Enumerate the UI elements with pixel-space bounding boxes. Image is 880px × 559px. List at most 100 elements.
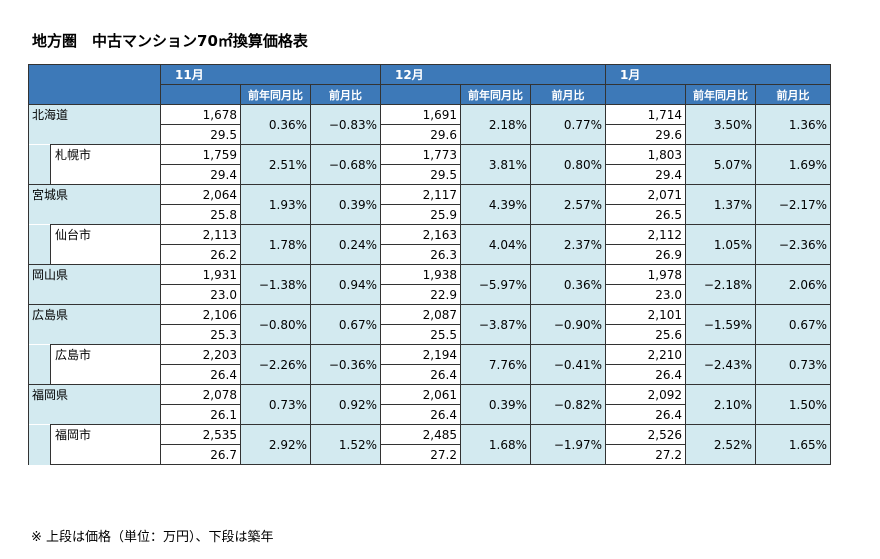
- yoy-cell: 5.07%: [685, 144, 756, 185]
- yoy-cell: −3.87%: [460, 304, 531, 345]
- yoy-cell: 1.05%: [685, 224, 756, 265]
- pref-row-age: 25.8 25.9 26.5: [29, 204, 831, 225]
- age-cell: 25.6: [605, 324, 686, 345]
- yoy-cell: 1.93%: [240, 184, 311, 225]
- pref-row-age: 25.3 25.5 25.6: [29, 324, 831, 345]
- pref-row-price: 広島県 2,106 −0.80% 0.67% 2,087 −3.87% −0.90% 2,10…: [28, 304, 831, 345]
- mom-cell: −0.68%: [310, 144, 381, 185]
- price-cell: 2,203: [160, 344, 241, 365]
- price-cell: 2,087: [380, 304, 461, 325]
- mom-cell: −0.83%: [310, 104, 381, 145]
- price-cell: 2,117: [380, 184, 461, 205]
- header-blank: [605, 84, 686, 105]
- mom-cell: 0.24%: [310, 224, 381, 265]
- yoy-cell: −2.43%: [685, 344, 756, 385]
- mom-cell: 1.50%: [755, 384, 831, 425]
- header-yoy: 前年同月比: [685, 84, 756, 105]
- yoy-cell: 2.51%: [240, 144, 311, 185]
- price-cell: 2,061: [380, 384, 461, 405]
- header-yoy: 前年同月比: [460, 84, 531, 105]
- age-cell: 23.0: [160, 284, 241, 305]
- mom-cell: 2.06%: [755, 264, 831, 305]
- city-row-age: 29.4 29.5 29.4: [29, 164, 831, 185]
- age-cell: 27.2: [380, 444, 461, 465]
- prefecture-name: 福岡県: [28, 384, 161, 425]
- footnote: ※ 上段は価格（単位：万円）、下段は築年: [31, 530, 274, 545]
- yoy-cell: 2.52%: [685, 424, 756, 465]
- age-cell: 26.2: [160, 244, 241, 265]
- yoy-cell: 4.39%: [460, 184, 531, 225]
- yoy-cell: 1.78%: [240, 224, 311, 265]
- mom-cell: −2.17%: [755, 184, 831, 225]
- header-month: 1月: [605, 64, 831, 85]
- mom-cell: 2.37%: [530, 224, 606, 265]
- prefecture-name: 広島県: [28, 304, 161, 345]
- yoy-cell: 7.76%: [460, 344, 531, 385]
- price-cell: 2,113: [160, 224, 241, 245]
- price-cell: 2,194: [380, 344, 461, 365]
- indent-cell: [28, 424, 51, 465]
- price-cell: 2,526: [605, 424, 686, 445]
- table-body: 11月 12月 1月 前年同月比 前月比 前年同月比 前月比 前年同月比 前月比…: [28, 64, 831, 465]
- mom-cell: 1.52%: [310, 424, 381, 465]
- prefecture-name: 岡山県: [28, 264, 161, 305]
- header-month: 12月: [380, 64, 606, 85]
- header-blank: [160, 84, 241, 105]
- price-cell: 2,106: [160, 304, 241, 325]
- mom-cell: 1.69%: [755, 144, 831, 185]
- yoy-cell: 1.68%: [460, 424, 531, 465]
- city-name: 仙台市: [50, 224, 161, 265]
- price-cell: 2,535: [160, 424, 241, 445]
- yoy-cell: 2.18%: [460, 104, 531, 145]
- city-name: 広島市: [50, 344, 161, 385]
- yoy-cell: −5.97%: [460, 264, 531, 305]
- price-cell: 2,064: [160, 184, 241, 205]
- header-row-months: 11月 12月 1月: [28, 64, 831, 105]
- mom-cell: 0.80%: [530, 144, 606, 185]
- header-mom: 前月比: [755, 84, 831, 105]
- mom-cell: −0.36%: [310, 344, 381, 385]
- mom-cell: 0.92%: [310, 384, 381, 425]
- age-cell: 26.9: [605, 244, 686, 265]
- pref-row-price: 岡山県 1,931 −1.38% 0.94% 1,938 −5.97% 0.36% 1,978…: [28, 264, 831, 305]
- age-cell: 26.4: [605, 404, 686, 425]
- city-row-price: 福岡市 2,535 2.92% 1.52% 2,485 1.68% −1.97% 2,526 2…: [28, 424, 831, 465]
- price-cell: 1,803: [605, 144, 686, 165]
- yoy-cell: −1.38%: [240, 264, 311, 305]
- age-cell: 29.6: [605, 124, 686, 145]
- age-cell: 25.9: [380, 204, 461, 225]
- city-name: 福岡市: [50, 424, 161, 465]
- price-cell: 1,938: [380, 264, 461, 285]
- mom-cell: 0.94%: [310, 264, 381, 305]
- yoy-cell: −2.18%: [685, 264, 756, 305]
- age-cell: 26.3: [380, 244, 461, 265]
- mom-cell: −0.90%: [530, 304, 606, 345]
- pref-row-age: 23.0 22.9 23.0: [29, 284, 831, 305]
- age-cell: 26.4: [605, 364, 686, 385]
- city-row-age: 26.2 26.3 26.9: [29, 244, 831, 265]
- city-row-price: 札幌市 1,759 2.51% −0.68% 1,773 3.81% 0.80% 1,803 5…: [28, 144, 831, 185]
- mom-cell: 0.73%: [755, 344, 831, 385]
- price-cell: 2,210: [605, 344, 686, 365]
- mom-cell: 0.36%: [530, 264, 606, 305]
- header-mom: 前月比: [530, 84, 606, 105]
- price-cell: 2,071: [605, 184, 686, 205]
- price-cell: 2,163: [380, 224, 461, 245]
- age-cell: 29.4: [160, 164, 241, 185]
- mom-cell: 0.67%: [755, 304, 831, 345]
- age-cell: 29.5: [380, 164, 461, 185]
- age-cell: 26.4: [160, 364, 241, 385]
- price-cell: 2,485: [380, 424, 461, 445]
- header-month: 11月: [160, 64, 381, 85]
- price-cell: 1,691: [380, 104, 461, 125]
- indent-cell: [28, 344, 51, 385]
- price-cell: 1,978: [605, 264, 686, 285]
- yoy-cell: −1.59%: [685, 304, 756, 345]
- yoy-cell: 2.10%: [685, 384, 756, 425]
- mom-cell: 2.57%: [530, 184, 606, 225]
- mom-cell: 0.77%: [530, 104, 606, 145]
- city-row-price: 仙台市 2,113 1.78% 0.24% 2,163 4.04% 2.37% 2,112 1.…: [28, 224, 831, 265]
- yoy-cell: 3.81%: [460, 144, 531, 185]
- header-mom: 前月比: [310, 84, 381, 105]
- yoy-cell: 0.73%: [240, 384, 311, 425]
